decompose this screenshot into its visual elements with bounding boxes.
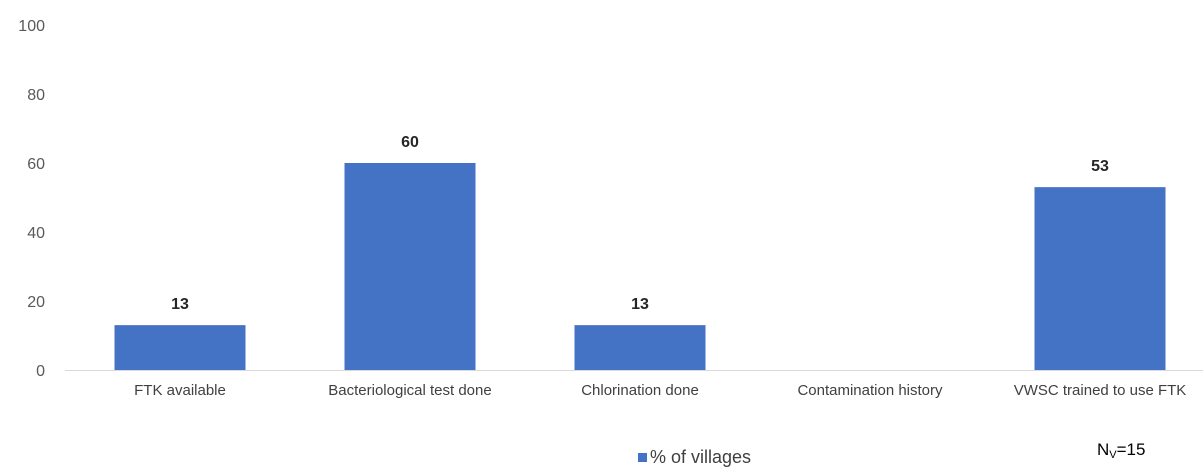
legend-swatch: [638, 453, 647, 462]
y-tick-label: 40: [27, 225, 45, 242]
bar-chart: 0 20 40 60 80 100 13 FTK available 60 Bacteriolog…: [18, 18, 1203, 399]
y-tick-label: 20: [27, 294, 45, 311]
bar: [574, 325, 706, 370]
legend-label: % of villages: [650, 447, 752, 467]
category-label: Chlorination done: [581, 382, 699, 399]
bar: [114, 325, 246, 370]
note-subscript: V: [1109, 449, 1117, 461]
category-label: Bacteriological test done: [328, 382, 491, 399]
data-label: 53: [1091, 158, 1109, 175]
legend: % of villages: [638, 447, 751, 468]
note-main: N: [1097, 440, 1110, 459]
data-label: 60: [401, 134, 419, 151]
data-label: 13: [171, 296, 189, 313]
bar: [1034, 187, 1166, 370]
category-label: Contamination history: [797, 382, 943, 399]
y-tick-label: 100: [18, 18, 45, 35]
y-tick-label: 60: [27, 156, 45, 173]
note-suffix: =15: [1116, 440, 1146, 459]
data-label: 13: [631, 296, 649, 313]
bar: [344, 163, 476, 370]
y-tick-label: 0: [36, 363, 45, 380]
category-label: VWSC trained to use FTK: [1014, 382, 1187, 399]
sample-size-note: NV=15: [1097, 440, 1145, 461]
y-tick-label: 80: [27, 87, 45, 104]
category-label: FTK available: [134, 382, 226, 399]
